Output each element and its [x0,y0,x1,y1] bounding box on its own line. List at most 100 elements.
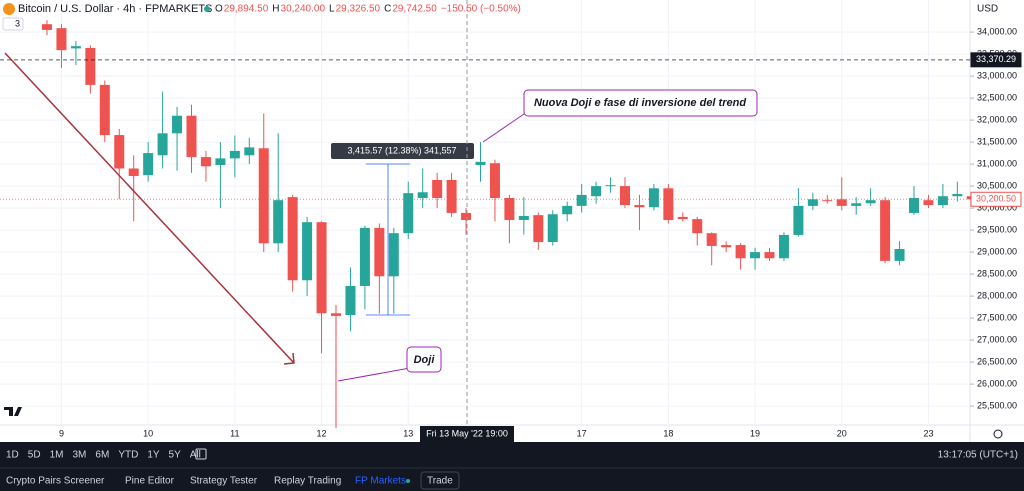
candle-body [547,214,558,242]
timeframe-button[interactable]: 5D [28,450,41,461]
bottom-bar [0,442,1024,491]
x-tick-label: 17 [577,428,587,438]
y-tick-label: 31,500.00 [977,136,1017,146]
candle-body [822,200,833,202]
candle-body [764,252,775,259]
indicator-count: 3 [15,18,20,28]
candle-body [244,147,255,156]
candle-body [851,203,862,206]
candle-body [345,285,356,316]
x-tick-label: 20 [837,428,847,438]
candle-body [692,219,703,234]
price-label: 30,200.50 [976,194,1016,204]
candle-body [172,115,183,134]
candle-body [475,161,486,165]
candle-body [359,227,370,286]
bottom-tab[interactable]: FP Markets [355,476,406,487]
y-tick-label: 30,500.00 [977,180,1017,190]
timeframe-button[interactable]: 3M [73,450,87,461]
candle-body [937,196,948,206]
y-tick-label: 26,500.00 [977,356,1017,366]
candle-body [287,197,298,281]
indicator-toggle[interactable] [2,17,24,31]
price-label-box [970,191,1022,207]
candle-body [576,194,587,206]
candle-body [489,163,500,198]
calendar-icon[interactable] [195,448,207,460]
candle-body [417,192,428,198]
y-tick-label: 29,000.00 [977,246,1017,256]
x-tick-label: 11 [230,428,239,438]
candle-body [721,245,732,248]
candle-body [258,148,269,244]
candle-body [677,216,688,220]
y-tick-label: 29,500.00 [977,224,1017,234]
timeframe-button[interactable]: 6M [95,450,109,461]
candle-body [85,47,96,85]
y-tick-label: 28,000.00 [977,290,1017,300]
measure-text: 3,415.57 (12.38%) 341,557 [347,145,456,155]
x-tick-label: 10 [143,428,153,438]
timeframe-button[interactable]: 1M [50,450,64,461]
bottom-tab[interactable]: Trade [427,476,453,487]
candle-body [70,46,81,49]
callout-pointer [337,367,411,382]
candle-body [374,227,385,277]
currency: USD [977,4,998,15]
y-tick-label: 33,000.00 [977,70,1017,80]
candle-body [750,252,761,259]
x-tick-label: 18 [663,428,673,438]
crosshair-time: Fri 13 May '22 19:00 [426,428,508,438]
candle-body [316,222,327,314]
candle-body [302,222,313,281]
ohlc-value: 30,240.00 [281,4,326,15]
candle-body [533,215,544,242]
x-tick-label: 12 [317,428,327,438]
candle-body [403,193,414,234]
candle-body [114,135,125,169]
candle-body [388,233,399,277]
symbol: Bitcoin / U.S. Dollar · 4h · FPMARKETS [18,3,212,15]
candle-body [331,313,341,316]
timeframe-button[interactable]: All [190,450,201,461]
timeframe-button[interactable]: 1D [6,450,19,461]
ohlc-key: O [215,4,223,15]
candle-body [128,168,139,176]
candle-body [894,249,905,261]
crosshair-time-box [420,426,514,442]
candle-body [157,133,168,156]
x-tick-label: 19 [750,428,760,438]
timeframe-button[interactable]: 5Y [169,450,182,461]
candle-body [273,200,284,244]
logo [4,407,22,416]
candle-body [620,186,630,206]
candle-body [446,179,457,213]
settings-icon[interactable] [993,429,1003,439]
candle-body [461,212,472,220]
live-dot [406,479,410,483]
x-tick-label: 23 [923,428,933,438]
timeframe-button[interactable]: 1Y [147,450,160,461]
candle-body [591,186,602,197]
price-label: 33,370.29 [976,54,1016,64]
y-tick-label: 28,500.00 [977,268,1017,278]
callout-box [523,89,758,117]
bottom-tab[interactable]: Replay Trading [274,476,341,487]
candle-body [143,153,154,176]
candle-body [909,197,919,213]
bottom-tab[interactable]: Crypto Pairs Screener [6,476,105,487]
trade-button[interactable] [420,471,460,490]
candle-body [778,234,789,259]
candle-body [99,84,110,136]
bottom-tab[interactable]: Strategy Tester [190,476,258,487]
y-tick-label: 31,000.00 [977,158,1017,168]
y-tick-label: 25,500.00 [977,400,1017,410]
candle-body [634,205,645,208]
y-tick-label: 30,000.00 [977,202,1017,212]
arrow-head [283,352,295,365]
timeframe-button[interactable]: YTD [118,450,138,461]
y-tick-label: 26,000.00 [977,378,1017,388]
bottom-tab[interactable]: Pine Editor [125,476,175,487]
y-tick-label: 27,500.00 [977,312,1017,322]
price-label-box [970,52,1022,68]
